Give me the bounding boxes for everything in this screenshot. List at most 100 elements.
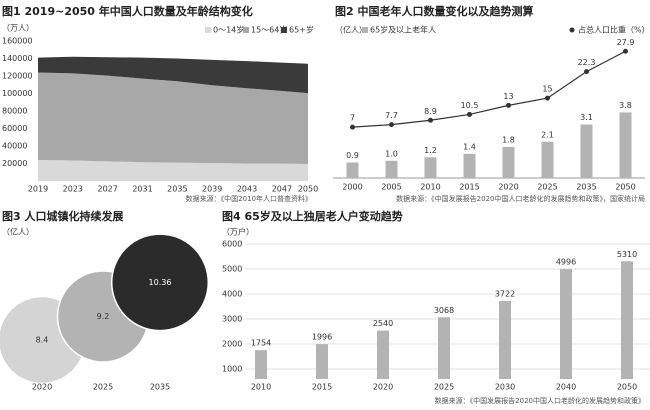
line-point bbox=[584, 69, 589, 75]
bar bbox=[377, 330, 389, 379]
x-tick-label: 2027 bbox=[97, 185, 117, 194]
bar bbox=[621, 261, 633, 379]
y-tick-label: 120000 bbox=[2, 72, 33, 81]
x-tick-label: 2023 bbox=[63, 185, 83, 194]
data-label: 10.5 bbox=[461, 101, 479, 110]
data-label: 4996 bbox=[556, 258, 576, 267]
data-label: 2540 bbox=[373, 319, 393, 328]
data-label: 7.7 bbox=[385, 111, 398, 120]
y-tick-label: 80000 bbox=[2, 107, 27, 116]
legend-swatch bbox=[205, 27, 211, 33]
x-tick-label: 2000 bbox=[342, 183, 362, 192]
data-label: 2.1 bbox=[541, 130, 554, 139]
data-label: 0.9 bbox=[346, 151, 359, 160]
unit-label: （亿人） bbox=[2, 227, 34, 237]
y-tick-label: 1000 bbox=[222, 365, 242, 374]
x-tick-label: 2043 bbox=[237, 185, 257, 194]
y-tick-label: 60000 bbox=[2, 124, 27, 133]
legend-marker bbox=[569, 27, 575, 33]
data-label: 8.9 bbox=[424, 107, 437, 116]
bar bbox=[580, 124, 593, 178]
data-label: 3068 bbox=[434, 306, 454, 315]
bar bbox=[424, 157, 437, 178]
x-tick-label: 2010 bbox=[420, 183, 440, 192]
bar bbox=[316, 344, 328, 379]
line bbox=[352, 50, 626, 128]
bar bbox=[346, 162, 359, 178]
y-tick-label: 140000 bbox=[2, 54, 33, 63]
area bbox=[38, 56, 308, 94]
line-point bbox=[467, 111, 472, 117]
y-tick-label: 20000 bbox=[2, 159, 27, 168]
bar bbox=[499, 300, 511, 379]
unit-label: （万户） bbox=[222, 227, 254, 237]
area bbox=[38, 160, 308, 181]
data-label: 22.3 bbox=[578, 58, 596, 67]
bubble bbox=[110, 233, 210, 332]
x-tick-label: 2025 bbox=[434, 383, 454, 392]
y-tick-label: 3000 bbox=[222, 315, 242, 324]
data-label: 7 bbox=[350, 114, 355, 123]
bar bbox=[463, 153, 476, 178]
y-tick-label: 40000 bbox=[2, 142, 27, 151]
bar bbox=[619, 112, 632, 178]
unit-label: （万人） bbox=[2, 24, 34, 33]
y-tick-label: 160000 bbox=[2, 37, 33, 46]
bar bbox=[385, 160, 398, 178]
x-tick-label: 2015 bbox=[459, 183, 479, 192]
bar bbox=[502, 146, 515, 178]
x-tick-label: 2030 bbox=[495, 383, 515, 392]
x-tick-label: 2039 bbox=[202, 185, 222, 194]
y-tick-label: 4000 bbox=[222, 290, 242, 299]
line-point bbox=[350, 124, 355, 130]
x-tick-label: 2040 bbox=[556, 383, 576, 392]
legend-label: 65+岁 bbox=[289, 25, 314, 35]
x-tick-label: 2035 bbox=[150, 383, 170, 392]
data-label: 15 bbox=[542, 85, 552, 94]
line-point bbox=[623, 48, 628, 54]
x-tick-label: 2025 bbox=[537, 183, 557, 192]
source-note: 数据来源：《中国发展报告2020中国人口老龄化的发展趋势和政策》 bbox=[435, 396, 645, 405]
data-label: 3.8 bbox=[619, 101, 632, 110]
data-label: 1.4 bbox=[463, 142, 476, 151]
x-tick-label: 2025 bbox=[93, 383, 113, 392]
bar bbox=[560, 269, 572, 379]
data-label: 3.1 bbox=[580, 113, 593, 122]
x-tick-label: 2020 bbox=[498, 183, 518, 192]
x-tick-label: 2020 bbox=[373, 383, 393, 392]
x-tick-label: 2005 bbox=[381, 183, 401, 192]
data-label: 1996 bbox=[312, 333, 332, 342]
data-label: 1.8 bbox=[502, 135, 515, 144]
bar bbox=[541, 141, 554, 178]
data-label: 8.4 bbox=[36, 336, 49, 345]
legend-swatch bbox=[362, 27, 368, 33]
x-tick-label: 2050 bbox=[615, 183, 635, 192]
chart-title: 图3 人口城镇化持续发展 bbox=[2, 209, 124, 223]
data-label: 10.36 bbox=[149, 278, 172, 287]
bar bbox=[255, 350, 267, 379]
data-label: 1.2 bbox=[424, 146, 437, 155]
y-tick-label: 6000 bbox=[222, 240, 242, 249]
line-point bbox=[389, 122, 394, 128]
y-tick-label: 5000 bbox=[222, 265, 242, 274]
chart-title: 图4 65岁及以上独居老人户变动趋势 bbox=[222, 209, 403, 223]
x-tick-label: 2010 bbox=[251, 383, 271, 392]
source-note: 数据来源：《中国发展报告2020中国人口老龄化的发展趋势和政策》，国家统计局 bbox=[396, 194, 645, 203]
x-tick-label: 2050 bbox=[298, 185, 318, 194]
data-label: 1.0 bbox=[385, 149, 398, 158]
bar bbox=[438, 317, 450, 379]
y-tick-label: 2000 bbox=[222, 340, 242, 349]
chart-title: 图2 中国老年人口数量变化以及趋势测算 bbox=[335, 4, 533, 18]
unit-label: （亿人） bbox=[335, 25, 367, 35]
y-tick-label: 100000 bbox=[2, 89, 33, 98]
data-label: 1754 bbox=[251, 339, 271, 348]
x-tick-label: 2020 bbox=[32, 383, 52, 392]
x-tick-label: 2015 bbox=[312, 383, 332, 392]
x-tick-label: 2031 bbox=[132, 185, 152, 194]
area bbox=[38, 72, 308, 164]
data-label: 9.2 bbox=[97, 312, 110, 321]
line-point bbox=[506, 102, 511, 108]
x-tick-label: 2050 bbox=[617, 383, 637, 392]
legend-label: 占总人口比重（%） bbox=[578, 25, 650, 35]
